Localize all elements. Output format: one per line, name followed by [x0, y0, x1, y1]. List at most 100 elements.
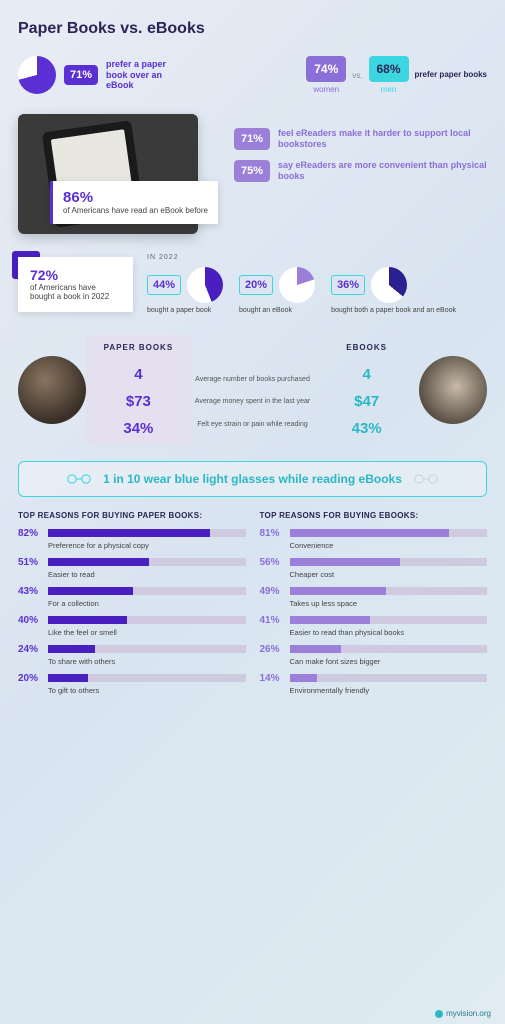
- bar-item: 51% Easier to read: [18, 557, 246, 579]
- ebook-val-1: $47: [354, 393, 379, 410]
- y2022-pie-label: bought a paper book: [147, 307, 211, 315]
- paper-val-1: $73: [126, 393, 151, 410]
- ebook-reasons-title: TOP REASONS FOR BUYING EBOOKS:: [260, 511, 488, 520]
- bar-label: Takes up less space: [260, 599, 488, 608]
- men-label: men: [369, 85, 409, 94]
- paper-val-2: 34%: [123, 420, 153, 437]
- bar-fill: [48, 558, 149, 566]
- bar-track: [290, 674, 488, 682]
- y2022-card: 72% of Americans have bought a book in 2…: [18, 257, 133, 312]
- bar-fill: [48, 529, 210, 537]
- page-title: Paper Books vs. eBooks: [18, 20, 487, 38]
- bar-item: 26% Can make font sizes bigger: [260, 644, 488, 666]
- bar-pct: 81%: [260, 528, 286, 539]
- ebook-val-2: 43%: [352, 420, 382, 437]
- bar-track: [48, 529, 246, 537]
- bar-track: [48, 645, 246, 653]
- footer-dot-icon: [435, 1010, 443, 1018]
- bluelight-banner: 1 in 10 wear blue light glasses while re…: [18, 461, 487, 497]
- bar-label: Like the feel or smell: [18, 628, 246, 637]
- compare-mid: Average number of books purchased Averag…: [191, 342, 314, 437]
- bar-item: 41% Easier to read than physical books: [260, 615, 488, 637]
- y2022-pie-pct: 44%: [147, 275, 181, 295]
- y2022-label: IN 2022: [147, 254, 487, 261]
- y2022-pie: [279, 267, 315, 303]
- women-badge: 74%: [306, 56, 346, 82]
- bar-pct: 24%: [18, 644, 44, 655]
- bar-track: [290, 558, 488, 566]
- bar-item: 14% Environmentally friendly: [260, 673, 488, 695]
- bar-pct: 20%: [18, 673, 44, 684]
- top-section: 71% prefer a paper book over an eBook 74…: [18, 56, 487, 94]
- bar-label: Cheaper cost: [260, 570, 488, 579]
- ereader-callout: 86% of Americans have read an eBook befo…: [50, 181, 218, 224]
- bar-item: 81% Convenience: [260, 528, 488, 550]
- banner-text: 1 in 10 wear blue light glasses while re…: [103, 472, 402, 486]
- vs-text: vs.: [352, 71, 362, 80]
- bar-track: [48, 558, 246, 566]
- bar-label: Preference for a physical copy: [18, 541, 246, 550]
- mid-1: Average money spent in the last year: [195, 398, 310, 406]
- footer: myvision.org: [435, 1009, 491, 1018]
- paper-reasons-col: TOP REASONS FOR BUYING PAPER BOOKS: 82% …: [18, 511, 246, 702]
- bar-track: [290, 587, 488, 595]
- bar-label: Easier to read than physical books: [260, 628, 488, 637]
- bar-label: Environmentally friendly: [260, 686, 488, 695]
- bar-fill: [48, 645, 95, 653]
- ereader-section: 86% of Americans have read an eBook befo…: [18, 114, 487, 234]
- ereader-stat2-text: say eReaders are more convenient than ph…: [278, 160, 487, 182]
- bar-label: To share with others: [18, 657, 246, 666]
- bar-item: 49% Takes up less space: [260, 586, 488, 608]
- y2022-pct: 72%: [30, 267, 121, 283]
- ereader-stat1-pct: 71%: [234, 128, 270, 150]
- ebook-val-0: 4: [362, 366, 370, 383]
- bar-pct: 40%: [18, 615, 44, 626]
- prefer-badge: 71%: [64, 65, 98, 85]
- bar-pct: 51%: [18, 557, 44, 568]
- prefer-pie: [18, 56, 56, 94]
- bar-pct: 43%: [18, 586, 44, 597]
- footer-text: myvision.org: [446, 1009, 491, 1018]
- ebook-head: EBOOKS: [346, 343, 387, 352]
- bar-pct: 41%: [260, 615, 286, 626]
- y2022-pie-pct: 20%: [239, 275, 273, 295]
- ereader-stat1-text: feel eReaders make it harder to support …: [278, 128, 487, 150]
- men-badge: 68%: [369, 56, 409, 82]
- bar-track: [290, 645, 488, 653]
- bar-label: Easier to read: [18, 570, 246, 579]
- women-label: women: [306, 85, 346, 94]
- mid-0: Average number of books purchased: [195, 376, 310, 384]
- bar-label: Convenience: [260, 541, 488, 550]
- y2022-pie: [187, 267, 223, 303]
- bar-item: 56% Cheaper cost: [260, 557, 488, 579]
- gender-compare: 74% women vs. 68% men prefer paper books: [306, 56, 487, 94]
- glasses-icon: [412, 472, 440, 486]
- bar-fill: [290, 616, 371, 624]
- bar-item: 43% For a collection: [18, 586, 246, 608]
- bar-track: [290, 529, 488, 537]
- y2022-pie-item: 36% bought both a paper book and an eBoo…: [331, 267, 456, 315]
- bar-fill: [290, 529, 450, 537]
- bar-track: [48, 616, 246, 624]
- compare-section: PAPER BOOKS 4 $73 34% Average number of …: [18, 335, 487, 445]
- glasses-icon: [65, 472, 93, 486]
- bar-fill: [48, 616, 127, 624]
- y2022-pie: [371, 267, 407, 303]
- y2022-pie-item: 44% bought a paper book: [147, 267, 223, 315]
- bar-label: To gift to others: [18, 686, 246, 695]
- callout-pct: 86%: [63, 189, 208, 206]
- paper-head: PAPER BOOKS: [104, 343, 174, 352]
- bar-fill: [48, 674, 88, 682]
- ereader-photo: 86% of Americans have read an eBook befo…: [18, 114, 198, 234]
- bar-track: [48, 674, 246, 682]
- bar-label: For a collection: [18, 599, 246, 608]
- bar-fill: [290, 587, 387, 595]
- paper-reader-photo: [18, 356, 86, 424]
- prefer-text: prefer a paper book over an eBook: [106, 59, 186, 91]
- bar-item: 40% Like the feel or smell: [18, 615, 246, 637]
- bar-item: 20% To gift to others: [18, 673, 246, 695]
- bar-fill: [290, 558, 401, 566]
- bar-fill: [48, 587, 133, 595]
- paper-reasons-title: TOP REASONS FOR BUYING PAPER BOOKS:: [18, 511, 246, 520]
- ereader-stat2-pct: 75%: [234, 160, 270, 182]
